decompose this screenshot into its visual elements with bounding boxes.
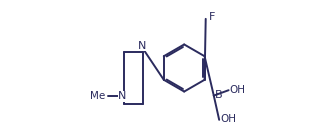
Text: Me: Me [90, 91, 105, 101]
Text: F: F [209, 12, 215, 22]
Text: OH: OH [220, 114, 236, 124]
Text: OH: OH [230, 85, 246, 95]
Text: B: B [215, 90, 223, 100]
Text: N: N [118, 91, 126, 101]
Text: N: N [137, 41, 146, 51]
